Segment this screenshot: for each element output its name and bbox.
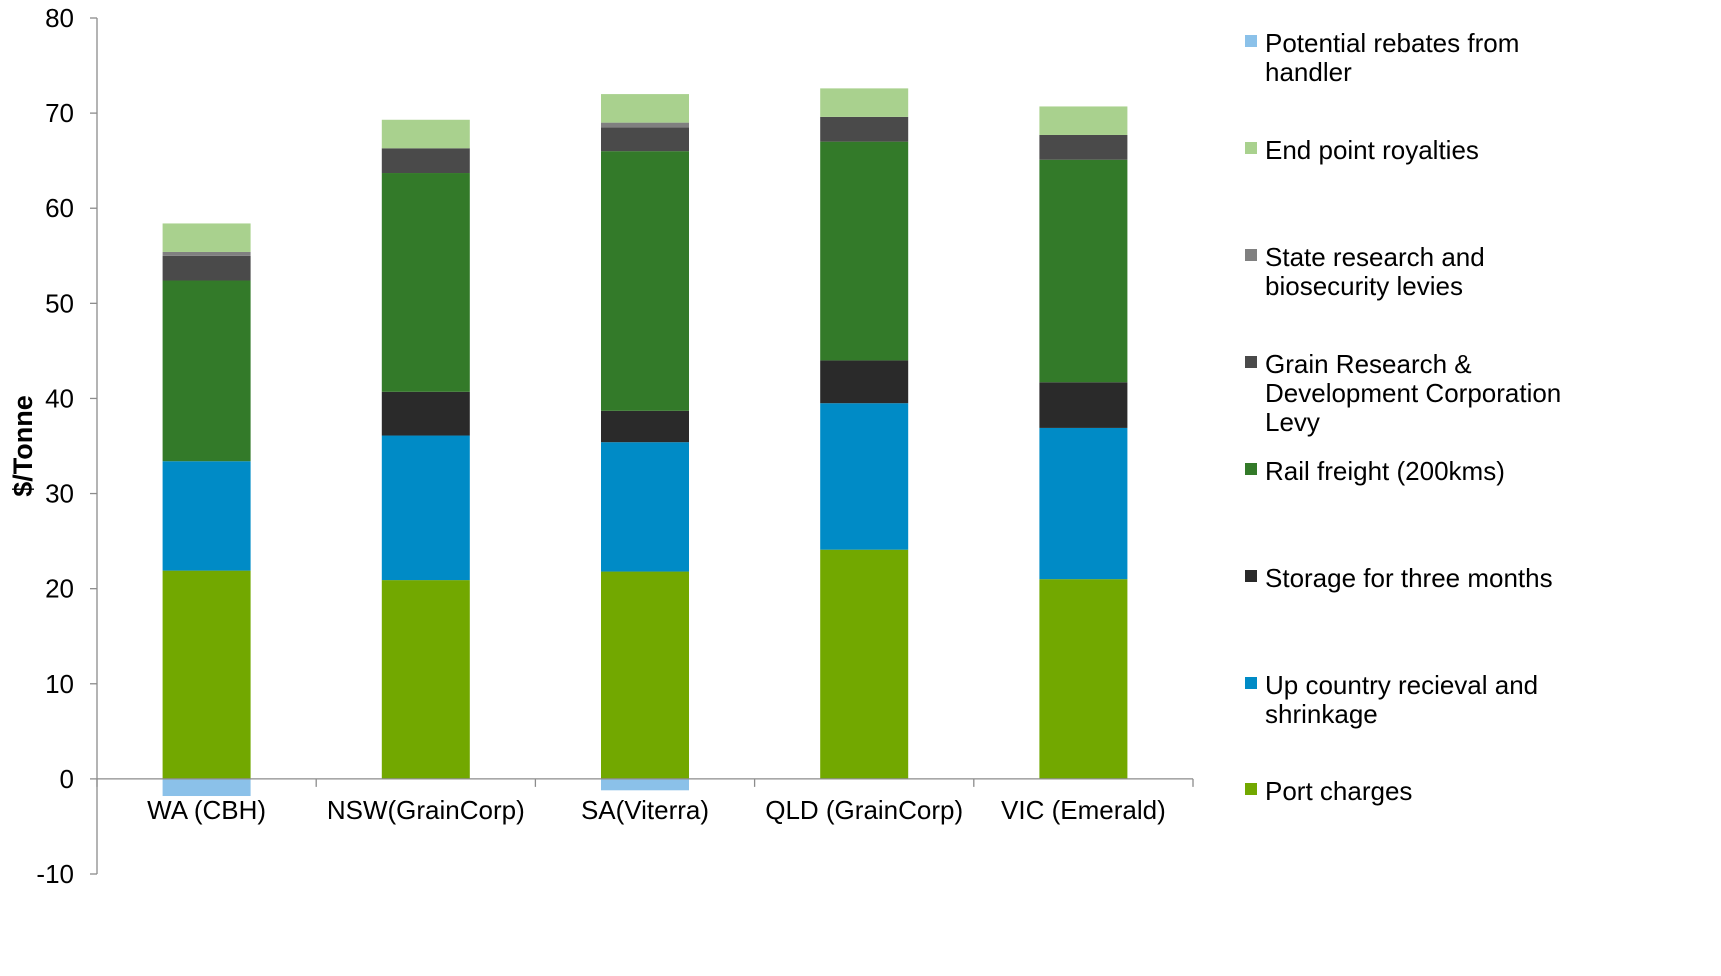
bar-segment (820, 88, 909, 117)
bar-segment (601, 122, 689, 128)
bar-segment (162, 461, 251, 571)
bar-segment (820, 116, 909, 142)
legend-label: End point royalties (1265, 135, 1479, 165)
bar-segment (381, 119, 470, 149)
y-axis-title: $/Tonne (8, 395, 38, 497)
legend-label: Storage for three months (1265, 563, 1553, 593)
bar-segment (1039, 159, 1128, 383)
legend-label: biosecurity levies (1265, 271, 1463, 301)
bar-segment (820, 141, 909, 361)
legend-swatch (1245, 570, 1257, 582)
y-tick-label: 50 (45, 288, 74, 318)
bar-segment (820, 360, 909, 404)
bar-segment (1039, 382, 1128, 428)
axes-layer (90, 17, 1194, 875)
bar-segment (1039, 579, 1128, 779)
bar-segment (601, 778, 689, 791)
bar-segment (381, 173, 470, 392)
bar-segment (601, 442, 689, 572)
legend-label: Grain Research & (1265, 349, 1472, 379)
legend-item: Rail freight (200kms) (1245, 456, 1505, 486)
legend-swatch (1245, 35, 1257, 47)
legend-item: End point royalties (1245, 135, 1479, 165)
bar-segment (601, 127, 689, 152)
y-tick-label: 60 (45, 193, 74, 223)
bar-segment (381, 148, 470, 174)
bar-segment (601, 94, 689, 123)
y-tick-label: 80 (45, 3, 74, 33)
bar-segment (601, 151, 689, 411)
legend-swatch (1245, 677, 1257, 689)
x-tick-label: SA(Viterra) (581, 795, 709, 825)
legend-label: Up country recieval and (1265, 670, 1538, 700)
x-tick-label: NSW(GrainCorp) (327, 795, 525, 825)
bars-layer (162, 88, 1128, 797)
legend-label: handler (1265, 57, 1352, 87)
bar-segment (162, 251, 251, 256)
y-tick-label: 70 (45, 98, 74, 128)
legend-item: Storage for three months (1245, 563, 1553, 593)
bar-segment (820, 549, 909, 779)
bar-segment (162, 223, 251, 252)
legend-swatch (1245, 463, 1257, 475)
bar-segment (820, 403, 909, 550)
bar-segment (1039, 427, 1128, 580)
bar-segment (1039, 106, 1128, 135)
y-tick-label: 20 (45, 574, 74, 604)
y-tick-label: 10 (45, 669, 74, 699)
bar-segment (162, 570, 251, 779)
legend-item: Port charges (1245, 776, 1412, 806)
bar-segment (381, 391, 470, 436)
bar-segment (162, 778, 251, 797)
legend-item: Grain Research &Development CorporationL… (1245, 349, 1561, 437)
legend-swatch (1245, 142, 1257, 154)
legend-label: Levy (1265, 407, 1320, 437)
legend-label: Potential rebates from (1265, 28, 1519, 58)
legend-swatch (1245, 249, 1257, 261)
y-tick-label: 40 (45, 383, 74, 413)
legend-label: Rail freight (200kms) (1265, 456, 1505, 486)
bar-segment (601, 410, 689, 443)
legend-label: shrinkage (1265, 699, 1378, 729)
legend-label: State research and (1265, 242, 1485, 272)
legend-swatch (1245, 356, 1257, 368)
labels-layer: WA (CBH) NSW(GrainCorp) SA(Viterra) QLD (Gr… (8, 3, 1166, 889)
bar-segment (381, 580, 470, 779)
legend-label: Development Corporation (1265, 378, 1561, 408)
legend-swatch (1245, 783, 1257, 795)
y-tick-label: 30 (45, 479, 74, 509)
x-tick-label: VIC (Emerald) (1001, 795, 1166, 825)
legend-label: Port charges (1265, 776, 1412, 806)
bar-segment (1039, 134, 1128, 160)
bar-segment (162, 280, 251, 462)
bar-segment (162, 255, 251, 281)
bar-segment (601, 571, 689, 779)
y-tick-label: -10 (36, 859, 74, 889)
bar-segment (381, 435, 470, 581)
y-tick-label: 0 (60, 764, 74, 794)
x-tick-label: QLD (GrainCorp) (765, 795, 963, 825)
x-tick-label: WA (CBH) (147, 795, 266, 825)
